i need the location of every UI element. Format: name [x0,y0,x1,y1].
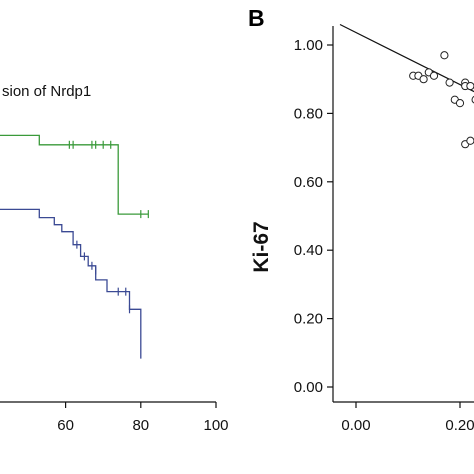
scatter-point [419,75,428,84]
regression-line [339,23,474,93]
x-axis-ticks: 60 80 100 [57,402,229,434]
y-axis-ticks: 1.00 0.80 0.60 0.40 0.20 0.00 [294,37,333,396]
x-tick-label: 100 [203,417,228,434]
y-axis-label: Ki-67 [250,221,273,272]
scatter-point [466,81,474,91]
fit-line-group [339,23,474,93]
scatter-point [455,99,465,108]
y-tick-label: 0.80 [294,105,323,122]
scatter-point [445,78,454,87]
x-tick-label: 0.00 [341,417,370,434]
legend-text: sion of Nrdp1 [2,83,91,100]
x-tick-label: 0.20 [445,417,474,434]
x-axis-ticks-b: 0.00 0.20 [341,402,474,434]
y-tick-label: 0.00 [294,379,323,396]
x-tick-label: 60 [57,417,74,434]
scatter-plot: B Ki-67 1.00 0.80 0.60 0.40 0.20 0.00 0.00 0.2… [248,5,474,434]
scatter-point [429,71,439,80]
survival-series-group [0,134,149,359]
survival-plot: sion of Nrdp1 60 80 100 [0,83,229,434]
survival-curve-0 [0,134,149,215]
scatter-point [466,136,474,145]
y-tick-label: 1.00 [294,37,323,54]
y-tick-label: 0.60 [294,174,323,191]
scatter-points [409,51,474,149]
y-tick-label: 0.40 [294,242,323,259]
x-tick-label: 80 [132,417,149,434]
survival-curve-1 [0,208,142,359]
y-tick-label: 0.20 [294,311,323,328]
scatter-point [440,51,449,60]
panel-label: B [248,5,265,31]
